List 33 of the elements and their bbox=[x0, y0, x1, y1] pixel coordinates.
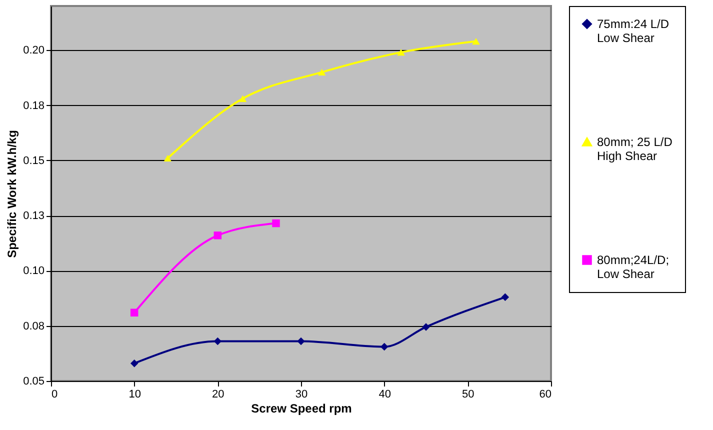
y-tick-label: 0.20 bbox=[23, 44, 44, 57]
y-tick-label: 0.13 bbox=[23, 210, 44, 222]
y-tick-label: 0.08 bbox=[23, 320, 44, 332]
x-tick-label: 50 bbox=[462, 388, 474, 400]
point bbox=[501, 293, 510, 302]
y-tick-label: 0.15 bbox=[23, 154, 44, 167]
x-tick-label: 40 bbox=[378, 388, 391, 400]
point bbox=[397, 48, 405, 56]
x-tick-label: 30 bbox=[295, 388, 308, 400]
point bbox=[422, 323, 430, 331]
x-tick-label: 60 bbox=[539, 388, 552, 400]
x-tick-label: 10 bbox=[128, 388, 141, 400]
y-axis-title: Specific Work kW.h/kg bbox=[5, 130, 20, 258]
point bbox=[238, 95, 247, 102]
y-tick-label: 0.05 bbox=[23, 376, 44, 388]
point bbox=[472, 38, 480, 45]
point bbox=[297, 337, 305, 346]
point bbox=[164, 154, 172, 162]
legend-label: 75mm:24 L/D Low Shear bbox=[597, 17, 670, 45]
point bbox=[214, 232, 222, 240]
point bbox=[318, 68, 326, 76]
x-axis-title: Screw Speed rpm bbox=[251, 402, 352, 416]
y-tick-label: 0.10 bbox=[23, 265, 44, 278]
point bbox=[214, 337, 222, 346]
x-tick-label: 0 bbox=[52, 388, 58, 400]
point bbox=[272, 219, 280, 228]
legend-label: 80mm;24L/D; Low Shear bbox=[597, 253, 670, 281]
point bbox=[130, 308, 138, 316]
point bbox=[380, 342, 388, 351]
y-tick-label: 0.18 bbox=[23, 100, 44, 112]
legend-label: 80mm; 25 L/D High Shear bbox=[597, 135, 673, 163]
x-tick-label: 20 bbox=[212, 388, 224, 400]
point bbox=[130, 359, 138, 368]
